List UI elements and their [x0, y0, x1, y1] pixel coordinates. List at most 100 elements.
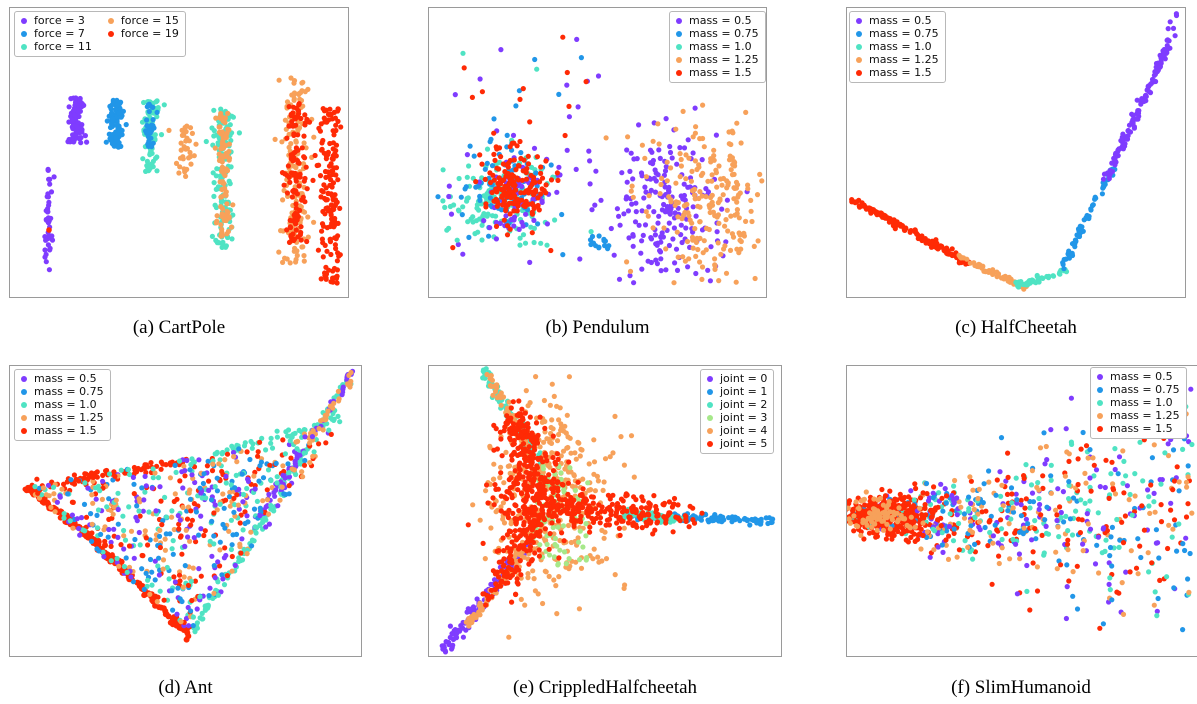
data-point	[1130, 117, 1136, 123]
data-point	[160, 518, 166, 524]
data-point	[958, 259, 964, 266]
data-point	[215, 592, 221, 598]
data-point	[529, 164, 535, 170]
data-point	[190, 614, 196, 620]
data-point	[1141, 98, 1147, 104]
data-point	[561, 549, 568, 555]
data-point	[447, 623, 453, 629]
data-point	[219, 194, 225, 200]
data-point	[696, 164, 702, 170]
data-point	[484, 371, 490, 378]
data-point	[693, 270, 699, 277]
data-point	[285, 461, 291, 467]
data-point	[156, 533, 163, 539]
data-point	[328, 431, 334, 437]
data-point	[170, 607, 176, 613]
data-point	[306, 119, 313, 125]
data-point	[538, 191, 544, 197]
data-point	[866, 205, 872, 211]
data-point	[537, 542, 543, 548]
data-point	[69, 136, 75, 142]
data-point	[625, 208, 631, 214]
data-point	[556, 164, 562, 170]
data-point	[633, 200, 639, 206]
data-point	[45, 482, 52, 488]
data-point	[115, 490, 121, 496]
data-point	[681, 181, 687, 187]
data-point	[216, 157, 223, 164]
data-point	[240, 491, 247, 498]
data-point	[149, 485, 155, 491]
data-point	[172, 462, 178, 468]
data-point	[248, 438, 254, 445]
data-point	[94, 474, 100, 480]
data-point	[552, 217, 558, 223]
data-point	[319, 140, 325, 146]
data-point	[489, 377, 495, 383]
data-point	[213, 173, 219, 179]
data-point	[663, 520, 669, 526]
data-point	[666, 242, 672, 249]
data-point	[723, 270, 730, 276]
data-point	[1030, 278, 1036, 284]
legend-marker	[21, 414, 27, 421]
data-point	[319, 188, 325, 194]
data-point	[534, 66, 540, 72]
data-point	[127, 471, 133, 478]
data-point	[689, 168, 695, 174]
caption-halfcheetah: (c) HalfCheetah	[955, 317, 1077, 338]
data-point	[484, 160, 490, 166]
data-point	[461, 65, 467, 71]
data-point	[724, 197, 730, 203]
data-point	[286, 104, 292, 110]
data-point	[525, 153, 531, 159]
data-point	[183, 527, 189, 533]
data-point	[610, 492, 616, 498]
data-point	[639, 142, 645, 148]
data-point	[147, 556, 154, 563]
data-point	[233, 472, 239, 478]
data-point	[730, 234, 737, 240]
data-point	[444, 227, 450, 233]
data-point	[655, 240, 661, 246]
data-point	[564, 412, 570, 418]
data-point	[112, 473, 118, 479]
data-point	[489, 163, 496, 169]
data-point	[217, 179, 223, 185]
data-point	[599, 558, 605, 564]
data-point	[592, 488, 598, 494]
data-point	[326, 173, 332, 179]
data-point	[118, 542, 124, 548]
data-point	[102, 538, 108, 544]
data-point	[152, 558, 158, 564]
data-point	[719, 182, 725, 188]
legend-item: mass = 1.25	[676, 53, 759, 66]
data-point	[716, 278, 722, 284]
data-point	[757, 171, 763, 177]
data-point	[586, 487, 592, 493]
data-point	[293, 227, 299, 233]
data-point	[193, 141, 199, 147]
data-point	[283, 491, 289, 498]
data-point	[697, 235, 703, 241]
data-point	[741, 230, 747, 236]
data-point	[725, 228, 731, 234]
data-point	[616, 276, 623, 282]
data-point	[326, 427, 332, 433]
data-point	[333, 245, 339, 252]
data-point	[109, 552, 115, 558]
data-point	[474, 596, 480, 602]
data-point	[280, 472, 286, 478]
data-point	[1155, 67, 1161, 73]
data-point	[498, 395, 504, 401]
data-point	[477, 193, 483, 199]
data-point	[257, 439, 263, 445]
data-point	[188, 608, 194, 614]
data-point	[132, 536, 138, 543]
data-point	[299, 469, 305, 475]
data-point	[206, 478, 212, 484]
data-point	[469, 617, 475, 623]
data-point	[450, 630, 456, 636]
data-point	[141, 497, 147, 503]
data-point	[485, 211, 491, 217]
